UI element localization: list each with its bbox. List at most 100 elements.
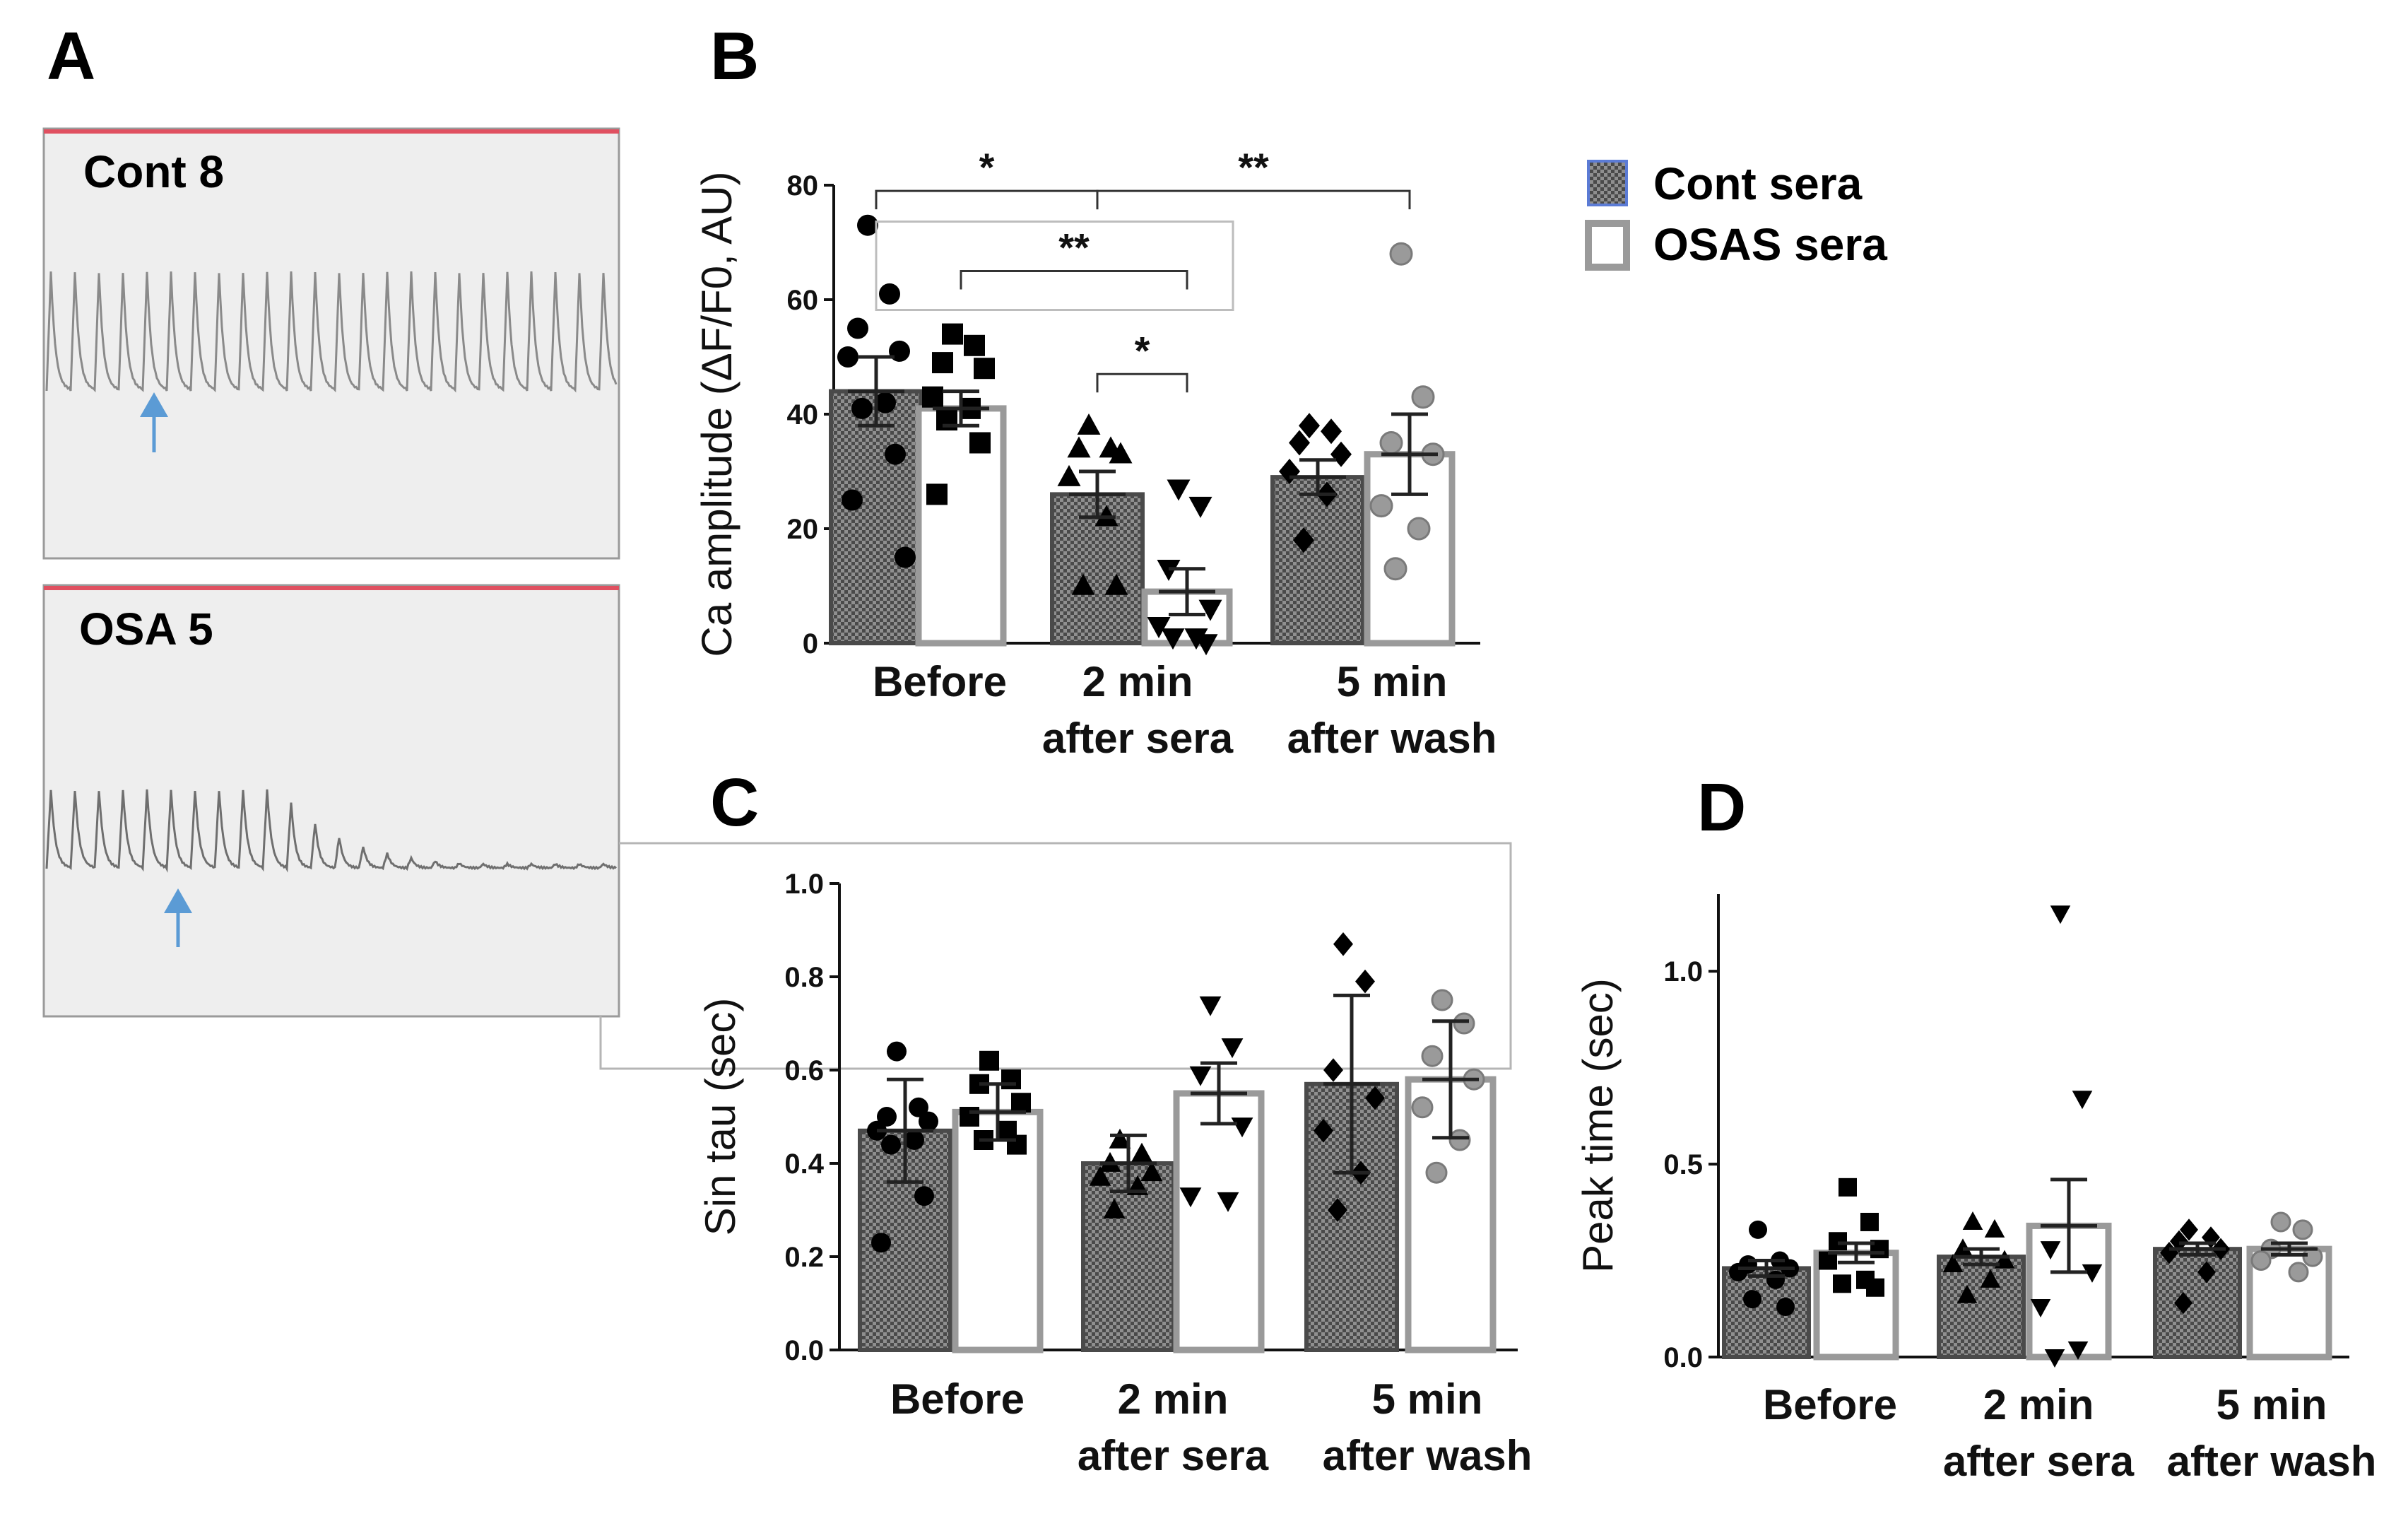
x-tick-label: 2 min <box>1082 658 1193 705</box>
trace-panel-osa: OSA 5 <box>42 584 620 1018</box>
y-axis-label: Peak time (sec) <box>1574 978 1622 1273</box>
diamond-marker <box>2197 1261 2216 1284</box>
bar-osas <box>1813 1250 1899 1361</box>
circle-gray-marker <box>1369 494 1393 518</box>
circle-marker <box>919 1111 938 1132</box>
square-marker <box>1829 1232 1847 1251</box>
circle-gray-marker <box>1425 1161 1448 1184</box>
triangle-down-marker <box>1184 628 1208 650</box>
x-tick-label: 5 min <box>1337 658 1448 705</box>
triangle-down-marker <box>2044 1349 2065 1368</box>
significance-bracket <box>1096 372 1188 393</box>
circle-marker <box>877 1107 897 1127</box>
square-marker <box>1839 1178 1857 1197</box>
diamond-marker <box>1328 1198 1347 1222</box>
circle-marker <box>875 392 896 413</box>
arrow-icon <box>140 392 168 452</box>
legend: Cont sera OSAS sera <box>1585 158 1887 271</box>
triangle-up-marker <box>1077 413 1101 435</box>
y-tick-label: 0 <box>803 628 818 659</box>
triangle-down-marker <box>1179 1187 1202 1208</box>
circle-marker <box>871 1233 891 1253</box>
y-tick-label: 0.5 <box>1663 1149 1703 1180</box>
triangle-up-marker <box>1942 1254 1964 1273</box>
diamond-marker <box>1289 430 1310 456</box>
triangle-down-marker <box>1147 616 1171 638</box>
triangle-up-marker <box>1057 464 1081 486</box>
square-marker <box>942 323 963 345</box>
circle-gray-marker <box>1453 1012 1475 1035</box>
y-tick-label: 1.0 <box>1663 956 1703 987</box>
chart-c: 0.0 0.2 0.4 0.6 0.8 1.0 Sin tau (sec) Before 2 m… <box>697 869 1532 1479</box>
square-marker <box>932 352 953 374</box>
circle-marker <box>881 1134 901 1155</box>
significance-star: ** <box>1238 145 1269 189</box>
triangle-down-marker <box>1167 479 1191 501</box>
x-tick-label: 2 min <box>1118 1375 1229 1423</box>
triangle-up-marker <box>1984 1218 2005 1238</box>
circle-marker <box>887 1041 907 1062</box>
triangle-up-marker <box>1140 1161 1163 1182</box>
triangle-up-marker <box>1109 1128 1131 1149</box>
triangle-up-marker <box>1962 1211 1983 1231</box>
triangle-down-marker <box>1189 1066 1212 1086</box>
x-tick-label-line2: after wash <box>2167 1438 2377 1485</box>
trace-frame-osa <box>42 584 620 1018</box>
panel-label-b: B <box>710 18 759 94</box>
circle-marker <box>837 346 858 368</box>
bar-cont <box>1270 475 1365 645</box>
legend-label-osas: OSAS sera <box>1653 219 1887 270</box>
calcium-trace-cont <box>45 271 618 393</box>
calcium-trace-osa <box>45 789 618 873</box>
diamond-marker <box>1333 932 1353 956</box>
triangle-up-marker <box>1109 442 1133 464</box>
x-tick-label-line2: after wash <box>1323 1432 1533 1479</box>
triangle-down-marker <box>1188 496 1212 518</box>
diamond-marker <box>1293 527 1314 553</box>
diamond-marker <box>1299 413 1320 439</box>
square-marker <box>979 1050 999 1071</box>
x-tick-label: Before <box>873 658 1007 705</box>
panel-label-c: C <box>710 765 759 840</box>
trace-label-osa: OSA 5 <box>79 604 213 654</box>
square-marker <box>1011 1093 1031 1113</box>
square-marker <box>1001 1069 1021 1090</box>
triangle-up-marker <box>1067 436 1091 458</box>
diamond-marker <box>2160 1242 2178 1264</box>
diamond-marker <box>1323 1058 1343 1082</box>
y-tick-label: 20 <box>787 514 819 545</box>
y-tick-label: 1.0 <box>784 869 824 900</box>
circle-marker <box>879 283 900 305</box>
diamond-marker <box>2170 1230 2188 1252</box>
square-marker <box>1860 1212 1879 1231</box>
significance-star: * <box>1135 328 1150 372</box>
bar-osas <box>1173 1090 1265 1353</box>
circle-gray-marker <box>1431 989 1453 1011</box>
square-marker <box>922 386 943 408</box>
circle-marker <box>842 489 863 511</box>
circle-gray-marker <box>1379 431 1403 454</box>
bracket-box <box>875 221 1234 311</box>
x-tick-label: Before <box>890 1375 1025 1423</box>
chart-d: 0.0 0.5 1.0 Peak time (sec) Before 2 min after… <box>1574 894 2376 1485</box>
square-marker <box>1007 1134 1027 1155</box>
bar-cont <box>829 389 923 645</box>
square-marker <box>926 483 948 505</box>
y-tick-label: 80 <box>787 170 819 201</box>
triangle-down-marker <box>2082 1264 2103 1283</box>
diamond-marker <box>1314 1119 1333 1143</box>
y-tick-label: 0.4 <box>784 1149 824 1180</box>
diamond-marker <box>1321 418 1342 445</box>
bar-cont <box>1722 1266 1811 1360</box>
triangle-down-marker <box>1217 1192 1239 1212</box>
x-tick-label: Before <box>1763 1381 1897 1428</box>
circle-marker <box>1729 1262 1747 1281</box>
x-tick-label-line2: after sera <box>1042 715 1234 762</box>
arrow-icon <box>164 888 192 947</box>
circle-marker <box>1776 1298 1795 1317</box>
triangle-down-marker <box>2040 1241 2061 1260</box>
triangle-up-marker <box>1071 573 1095 595</box>
y-axis-label: Sin tau (sec) <box>697 998 744 1236</box>
